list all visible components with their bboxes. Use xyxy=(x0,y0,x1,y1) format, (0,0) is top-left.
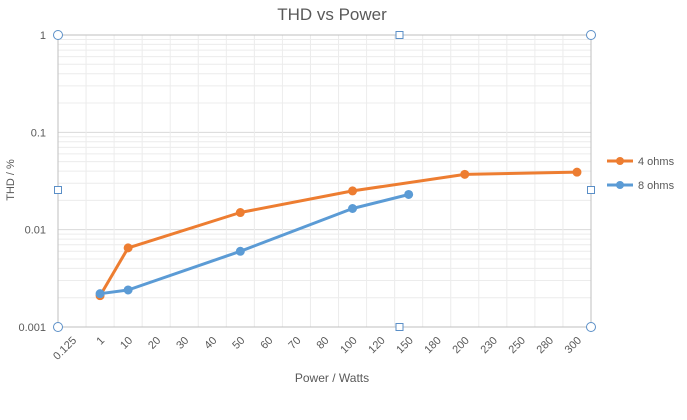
y-axis-title: THD / % xyxy=(5,159,17,201)
x-tick-label: 60 xyxy=(258,335,275,352)
chart-title: THD vs Power xyxy=(277,5,387,24)
data-point xyxy=(123,285,133,295)
x-tick-label: 30 xyxy=(174,335,191,352)
legend-marker xyxy=(616,181,624,189)
series xyxy=(95,167,582,301)
y-tick-label: 0.001 xyxy=(18,322,46,334)
x-tick-label: 10 xyxy=(118,335,135,352)
corner-resize-handle[interactable] xyxy=(53,322,63,332)
y-tick-label: 0.1 xyxy=(31,127,46,139)
x-tick-label: 20 xyxy=(146,335,163,352)
corner-resize-handle[interactable] xyxy=(586,322,596,332)
legend-label: 4 ohms xyxy=(638,156,675,168)
x-tick-label: 300 xyxy=(563,335,584,356)
x-tick-label: 120 xyxy=(366,335,387,356)
y-tick-label: 1 xyxy=(40,30,46,42)
edge-resize-handle[interactable] xyxy=(54,186,62,194)
data-point xyxy=(348,186,358,196)
x-tick-label: 200 xyxy=(450,335,471,356)
data-point xyxy=(572,167,582,177)
x-tick-label: 50 xyxy=(230,335,247,352)
data-point xyxy=(95,289,105,299)
axes: 0.001 0.01 0.1 1 0.125 1 10 20 30 40 50 60 70 80 100 12… xyxy=(18,30,584,363)
x-tick-label: 250 xyxy=(507,335,528,356)
legend-marker xyxy=(616,157,624,165)
data-point xyxy=(235,208,245,218)
series-line-1 xyxy=(98,170,579,298)
selection-handles[interactable] xyxy=(53,30,596,332)
x-tick-label: 0.125 xyxy=(51,335,79,363)
edge-resize-handle[interactable] xyxy=(587,186,595,194)
x-tick-label: 1 xyxy=(94,335,107,348)
x-tick-label: 40 xyxy=(202,335,219,352)
legend: 4 ohms 8 ohms xyxy=(607,156,675,192)
data-point xyxy=(123,243,133,253)
x-axis-title: Power / Watts xyxy=(295,371,369,385)
data-point xyxy=(235,246,245,256)
data-point xyxy=(404,189,414,199)
x-tick-label: 180 xyxy=(422,335,443,356)
corner-resize-handle[interactable] xyxy=(53,30,63,40)
x-tick-label: 80 xyxy=(314,335,331,352)
edge-resize-handle[interactable] xyxy=(395,323,404,331)
x-tick-label: 70 xyxy=(286,335,303,352)
data-point xyxy=(348,203,358,213)
data-point xyxy=(460,169,470,179)
x-tick-label: 230 xyxy=(478,335,499,356)
corner-resize-handle[interactable] xyxy=(586,30,596,40)
plot-border xyxy=(57,34,592,328)
x-tick-label: 280 xyxy=(535,335,556,356)
legend-label: 8 ohms xyxy=(638,180,675,192)
x-tick-label: 100 xyxy=(338,335,359,356)
grid xyxy=(57,35,592,328)
y-tick-label: 0.01 xyxy=(25,225,46,237)
x-tick-label: 150 xyxy=(394,335,415,356)
edge-resize-handle[interactable] xyxy=(395,31,404,39)
